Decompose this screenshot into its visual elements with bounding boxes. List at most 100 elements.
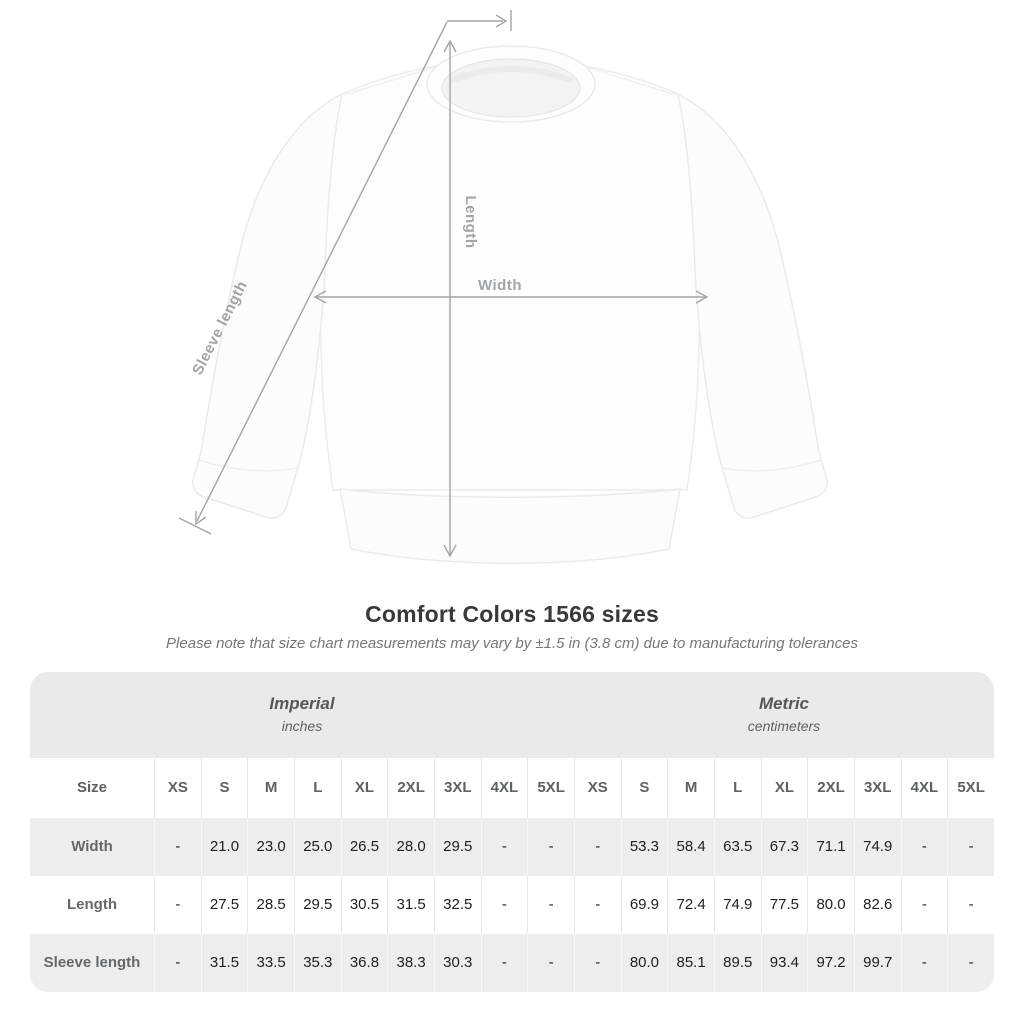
metric-label: Metric (758, 694, 810, 714)
width-right-arrowhead (695, 290, 709, 304)
size-col-imperial-4xl: 4XL (480, 758, 528, 818)
width-metric-m: 58.4 (667, 818, 714, 876)
size-col-metric-3xl: 3XL (853, 758, 901, 818)
left-cuff-seam (198, 459, 298, 472)
length-imperial-xs: - (154, 876, 201, 934)
size-col-metric-l: L (713, 758, 761, 818)
length-label: Length (462, 196, 479, 249)
width-imperial-2xl: 28.0 (387, 818, 434, 876)
sleeve-metric-l: 89.5 (713, 934, 761, 992)
imperial-unit-header: Imperial inches (30, 672, 574, 758)
size-chart: Imperial inches Metric centimeters Size … (30, 672, 994, 992)
sleeve-length-bottom-tick (178, 517, 212, 535)
right-shoulder-seam (576, 63, 677, 96)
length-imperial-5xl: - (527, 876, 574, 934)
length-bottom-arrowhead (443, 544, 457, 558)
sleeve-imperial-5xl: - (527, 934, 574, 992)
sweatshirt-measurement-diagram: Sleeve length Length Width (178, 10, 828, 564)
sleeve-length-bottom-arrowhead (195, 511, 207, 526)
width-metric-4xl: - (900, 818, 948, 876)
left-shoulder-seam (343, 63, 446, 96)
size-chart-table: Imperial inches Metric centimeters Size … (30, 672, 994, 992)
size-col-imperial-xl: XL (340, 758, 388, 818)
sweatshirt-body (319, 59, 701, 491)
length-imperial-2xl: 31.5 (387, 876, 434, 934)
sleeve-metric-4xl: - (900, 934, 948, 992)
width-imperial-l: 25.0 (293, 818, 341, 876)
width-metric-3xl: 74.9 (853, 818, 901, 876)
width-label: Width (478, 277, 522, 294)
length-metric-3xl: 82.6 (853, 876, 901, 934)
sleeve-length-diagonal-line (196, 21, 448, 522)
length-imperial-4xl: - (480, 876, 528, 934)
sweatshirt-waistband (339, 488, 681, 564)
sleeve-metric-5xl: - (947, 934, 994, 992)
length-imperial-m: 28.5 (247, 876, 294, 934)
width-metric-xs: - (573, 818, 621, 876)
size-col-metric-s: S (620, 758, 668, 818)
tolerance-note: Please note that size chart measurements… (166, 635, 858, 652)
length-row-label: Length (30, 876, 154, 934)
page-title: Comfort Colors 1566 sizes (365, 601, 659, 627)
size-col-imperial-xs: XS (154, 758, 201, 818)
collar-inner-shadow (449, 66, 573, 83)
sleeve-imperial-xs: - (154, 934, 201, 992)
length-imperial-3xl: 32.5 (433, 876, 481, 934)
length-metric-2xl: 80.0 (807, 876, 854, 934)
width-row: Width - 21.0 23.0 25.0 26.5 28.0 29.5 - … (30, 818, 994, 876)
right-cuff-seam (722, 459, 822, 472)
sleeve-length-top-arrowhead (495, 14, 508, 28)
unit-group-row: Imperial inches Metric centimeters (30, 672, 994, 758)
metric-unit-header: Metric centimeters (573, 672, 994, 758)
width-left-arrowhead (313, 290, 327, 304)
sleeve-imperial-3xl: 30.3 (433, 934, 481, 992)
sleeve-length-annotation (178, 10, 512, 535)
length-metric-s: 69.9 (620, 876, 668, 934)
length-metric-m: 72.4 (667, 876, 714, 934)
metric-unit: centimeters (747, 718, 821, 735)
sleeve-metric-3xl: 99.7 (853, 934, 901, 992)
width-metric-5xl: - (947, 818, 994, 876)
width-imperial-s: 21.0 (200, 818, 248, 876)
sweatshirt-right-sleeve (676, 92, 828, 519)
size-col-metric-5xl: 5XL (947, 758, 994, 818)
size-col-imperial-m: M (247, 758, 294, 818)
size-col-metric-4xl: 4XL (900, 758, 948, 818)
size-col-metric-xl: XL (760, 758, 808, 818)
length-imperial-xl: 30.5 (340, 876, 388, 934)
sleeve-imperial-l: 35.3 (293, 934, 341, 992)
imperial-unit: inches (281, 718, 323, 735)
sleeve-imperial-xl: 36.8 (340, 934, 388, 992)
size-header: Size (30, 758, 154, 818)
sleeve-length-row-label: Sleeve length (30, 934, 154, 992)
width-row-label: Width (30, 818, 154, 876)
width-annotation (313, 290, 709, 304)
sleeve-metric-xl: 93.4 (760, 934, 808, 992)
width-imperial-4xl: - (480, 818, 528, 876)
sleeve-metric-2xl: 97.2 (807, 934, 854, 992)
size-col-imperial-2xl: 2XL (387, 758, 434, 818)
length-metric-4xl: - (900, 876, 948, 934)
width-metric-s: 53.3 (620, 818, 668, 876)
size-col-imperial-3xl: 3XL (433, 758, 481, 818)
sweatshirt-diagram-svg: Sleeve length Length Width (178, 10, 828, 564)
length-metric-xl: 77.5 (760, 876, 808, 934)
width-imperial-5xl: - (527, 818, 574, 876)
sweatshirt-left-sleeve (192, 92, 344, 519)
width-imperial-m: 23.0 (247, 818, 294, 876)
sleeve-imperial-2xl: 38.3 (387, 934, 434, 992)
width-metric-l: 63.5 (713, 818, 761, 876)
length-metric-l: 74.9 (713, 876, 761, 934)
size-col-imperial-l: L (293, 758, 341, 818)
width-imperial-3xl: 29.5 (433, 818, 481, 876)
sleeve-metric-xs: - (573, 934, 621, 992)
width-imperial-xs: - (154, 818, 201, 876)
size-col-metric-2xl: 2XL (807, 758, 854, 818)
sleeve-imperial-4xl: - (480, 934, 528, 992)
width-metric-xl: 67.3 (760, 818, 808, 876)
imperial-label: Imperial (269, 694, 335, 714)
sleeve-length-row: Sleeve length - 31.5 33.5 35.3 36.8 38.3… (30, 934, 994, 992)
sleeve-metric-m: 85.1 (667, 934, 714, 992)
sleeve-imperial-s: 31.5 (200, 934, 248, 992)
